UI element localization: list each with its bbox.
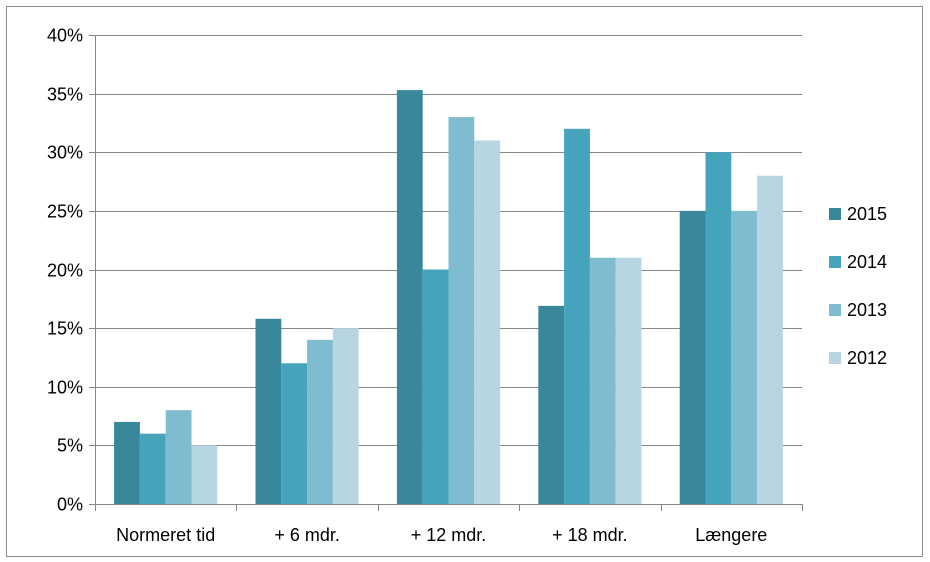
- bar-2013: [589, 257, 616, 504]
- x-category-label: + 18 mdr.: [552, 525, 628, 545]
- x-category-label: + 12 mdr.: [411, 525, 487, 545]
- bar-2015: [538, 305, 565, 504]
- bar-2015: [679, 210, 706, 505]
- y-tick-label: 25%: [47, 202, 83, 222]
- bar-2012: [191, 445, 218, 505]
- legend: 2015 2014 2013 2012: [829, 204, 887, 368]
- legend-label: 2014: [847, 252, 887, 272]
- bar-2014: [139, 433, 166, 504]
- y-tick-label: 20%: [47, 261, 83, 281]
- y-tick-label: 35%: [47, 85, 83, 105]
- y-tick-label: 15%: [47, 319, 83, 339]
- bar-2014: [422, 269, 449, 504]
- y-tick-label: 5%: [57, 436, 83, 456]
- bars: [114, 90, 783, 505]
- y-tick-label: 40%: [47, 26, 83, 46]
- legend-label: 2015: [847, 204, 887, 224]
- bar-2013: [307, 339, 333, 504]
- bar-2014: [281, 363, 308, 504]
- legend-label: 2012: [847, 348, 887, 368]
- bar-2013: [731, 210, 758, 505]
- x-category-label: Normeret tid: [116, 525, 215, 545]
- bar-2012: [757, 175, 783, 504]
- x-category-label: Længere: [695, 525, 767, 545]
- legend-swatch-2012: [829, 352, 841, 364]
- bar-2015: [255, 318, 282, 504]
- bar-2014: [705, 152, 732, 504]
- bar-2013: [448, 117, 475, 504]
- x-category-label: + 6 mdr.: [274, 525, 340, 545]
- legend-label: 2013: [847, 300, 887, 320]
- legend-swatch-2013: [829, 304, 841, 316]
- bar-2014: [564, 128, 590, 505]
- y-tick-label: 10%: [47, 378, 83, 398]
- bar-2015: [114, 421, 140, 504]
- bar-2012: [332, 328, 359, 505]
- y-tick-label: 0%: [57, 495, 83, 515]
- bar-2012: [474, 140, 501, 504]
- bar-2015: [396, 90, 423, 505]
- bar-2012: [615, 257, 642, 504]
- y-tick-label: 30%: [47, 143, 83, 163]
- bar-2013: [165, 410, 192, 504]
- legend-swatch-2015: [829, 208, 841, 220]
- legend-swatch-2014: [829, 256, 841, 268]
- axes: 0% 5% 10% 15% 20% 25% 30% 35% 40% Normeret tid + 6…: [47, 26, 803, 545]
